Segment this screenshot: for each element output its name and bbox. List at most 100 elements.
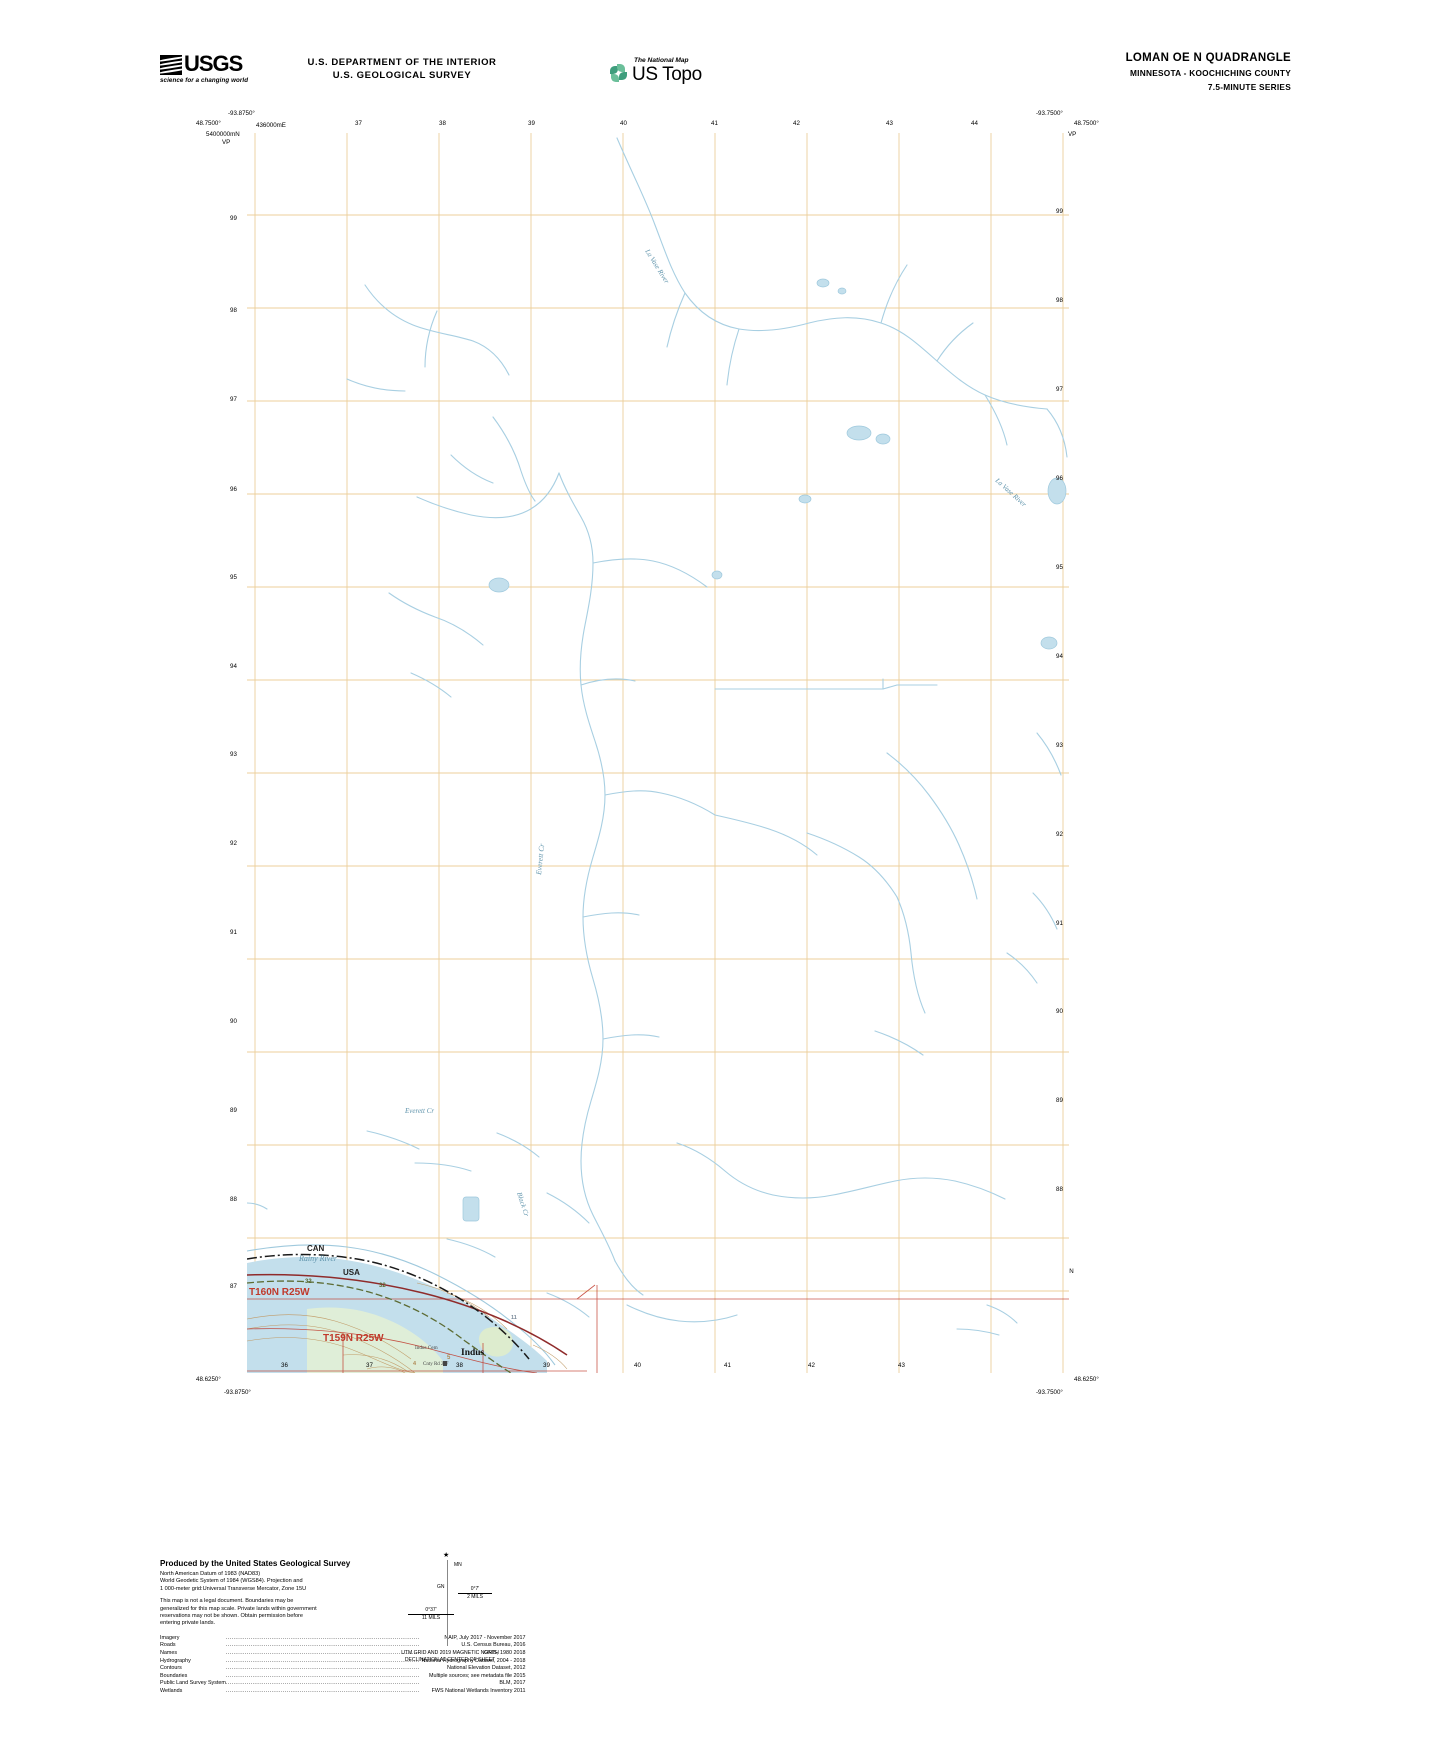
- right-tick: 97: [1056, 386, 1063, 393]
- svg-text:4: 4: [413, 1361, 417, 1367]
- left-tick: 98: [230, 307, 237, 314]
- credits-title: Produced by the United States Geological…: [160, 1559, 351, 1568]
- map-canvas[interactable]: La Vase River La Vase River Everett Cr E…: [247, 133, 1069, 1373]
- grid-north-label: GN: [437, 1584, 445, 1590]
- corner-label-nw-lon: -93.8750°: [228, 110, 255, 117]
- left-tick: 91: [230, 929, 237, 936]
- right-tick: 95: [1056, 564, 1063, 571]
- svg-text:T159N R25W: T159N R25W: [323, 1333, 384, 1344]
- source-leader: [226, 1688, 420, 1696]
- national-map-pinwheel-icon: [610, 64, 630, 84]
- corner-label-se-lon: -93.7500°: [1036, 1389, 1063, 1396]
- top-tick: 38: [439, 120, 446, 127]
- source-row: Hydrography National Hydrography Dataset,…: [160, 1658, 525, 1666]
- source-label: Names: [160, 1650, 178, 1657]
- source-value: U.S. Census Bureau, 2016: [461, 1642, 526, 1649]
- usgs-wordmark: USGS: [184, 51, 243, 76]
- corner-label-ne-lat: 48.7500°: [1074, 120, 1099, 127]
- utm-zone-ne: VP: [1068, 131, 1077, 138]
- bottom-tick: 43: [898, 1362, 905, 1369]
- north-needle-icon: [447, 1560, 448, 1646]
- left-tick: 90: [230, 1018, 237, 1025]
- source-label: Boundaries: [160, 1672, 188, 1679]
- sheet-footer: Produced by the United States Geological…: [0, 1400, 1445, 1746]
- svg-text:Cnty Rd 247: Cnty Rd 247: [423, 1362, 449, 1367]
- disclaimer-line-4: entering private lands.: [160, 1620, 216, 1627]
- source-value: GNIS, 1980 2018: [483, 1650, 526, 1657]
- source-credits-table: Imagery NAIP, July 2017 - November 2017 R…: [160, 1635, 525, 1696]
- datum-line-2: World Geodetic System of 1984 (WGS84). P…: [160, 1578, 303, 1585]
- top-tick: 42: [793, 120, 800, 127]
- svg-text:Indus Cem: Indus Cem: [415, 1345, 438, 1351]
- disclaimer-line-3: reservations may not be shown. Obtain pe…: [160, 1613, 304, 1620]
- utm-northing-nw: 5400000mN: [206, 131, 240, 138]
- top-tick: 40: [620, 120, 627, 127]
- svg-text:32: 32: [379, 1283, 386, 1289]
- department-heading: U.S. DEPARTMENT OF THE INTERIOR U.S. GEO…: [252, 56, 552, 82]
- right-tick: 98: [1056, 297, 1063, 304]
- source-value: BLM, 2017: [499, 1680, 526, 1687]
- top-tick: 44: [971, 120, 978, 127]
- source-label: Roads: [160, 1642, 176, 1649]
- right-tick: 94: [1056, 653, 1063, 660]
- corner-label-se-lat: 48.6250°: [1074, 1376, 1099, 1383]
- right-tick: 96: [1056, 475, 1063, 482]
- quadrangle-title-block: LOMAN OE N QUADRANGLE MINNESOTA - KOOCHI…: [1126, 52, 1291, 92]
- svg-text:Everett Cr: Everett Cr: [404, 1107, 434, 1115]
- left-tick: 92: [230, 840, 237, 847]
- source-value: National Elevation Dataset, 2012: [446, 1665, 526, 1672]
- left-tick: 99: [230, 215, 237, 222]
- top-tick: 43: [886, 120, 893, 127]
- source-value: National Hydrography Dataset, 2004 - 201…: [421, 1657, 526, 1664]
- source-leader: [226, 1673, 420, 1681]
- svg-text:T160N R25W: T160N R25W: [249, 1287, 310, 1298]
- source-value: NAIP, July 2017 - November 2017: [444, 1634, 526, 1641]
- magnetic-declination-angle: 0°7': [458, 1586, 492, 1594]
- right-tick: 90: [1056, 1008, 1063, 1015]
- bottom-tick: 41: [724, 1362, 731, 1369]
- magnetic-declination-mils: 2 MILS: [467, 1594, 483, 1600]
- source-label: Imagery: [160, 1634, 180, 1641]
- left-tick: 87: [230, 1283, 237, 1290]
- usgs-tagline: science for a changing world: [160, 77, 249, 84]
- disclaimer-line-1: This map is not a legal document. Bounda…: [160, 1598, 294, 1605]
- utm-easting-top-left: 436000mE: [256, 122, 286, 129]
- right-tick: 99: [1056, 208, 1063, 215]
- corner-label-nw-lat: 48.7500°: [196, 120, 221, 127]
- source-leader: [226, 1665, 420, 1673]
- source-leader: [226, 1642, 420, 1650]
- map-frame[interactable]: La Vase River La Vase River Everett Cr E…: [247, 133, 1069, 1373]
- map-graphic: La Vase River La Vase River Everett Cr E…: [247, 133, 1069, 1373]
- datum-line-3: 1 000-meter grid:Universal Transverse Me…: [160, 1585, 307, 1592]
- true-north-star-icon: ★: [443, 1552, 450, 1559]
- top-tick: 37: [355, 120, 362, 127]
- bottom-tick: 40: [634, 1362, 641, 1369]
- usgs-logo: USGS science for a changing world: [160, 51, 250, 89]
- source-value: Multiple sources; see metadata file 2015: [428, 1672, 526, 1679]
- place-labels: Indus Indus Cem Cnty Rd 247: [415, 1345, 485, 1367]
- svg-text:32: 32: [305, 1279, 312, 1285]
- svg-text:USA: USA: [343, 1268, 360, 1277]
- declination-caption-line-2: DECLINATION AT CENTER OF SHEET: [404, 1657, 496, 1663]
- left-tick: 88: [230, 1196, 237, 1203]
- source-row: Public Land Survey System BLM, 2017: [160, 1680, 525, 1688]
- disclaimer-block: This map is not a legal document. Bounda…: [160, 1598, 375, 1628]
- declination-caption-line-1: UTM GRID AND 2019 MAGNETIC NORTH: [401, 1650, 499, 1656]
- grid-declination-mils: 11 MILS: [421, 1615, 441, 1621]
- usgs-wave-mark-icon: [160, 55, 182, 75]
- bottom-tick: 42: [808, 1362, 815, 1369]
- utm-grid: [247, 133, 1069, 1373]
- township-labels: T160N R25W T159N R25W 32 32 5 4 11: [249, 1279, 517, 1367]
- left-tick: 95: [230, 574, 237, 581]
- source-row: Boundaries Multiple sources; see metadata…: [160, 1673, 525, 1681]
- state-county: MINNESOTA - KOOCHICHING COUNTY: [1130, 68, 1291, 78]
- waterbodies: [462, 278, 1067, 1222]
- corner-label-sw-lat: 48.6250°: [196, 1376, 221, 1383]
- department-line-2: U.S. GEOLOGICAL SURVEY: [332, 70, 472, 81]
- quadrangle-name: LOMAN OE N QUADRANGLE: [1125, 52, 1291, 64]
- source-label: Contours: [160, 1665, 182, 1672]
- top-tick: 41: [711, 120, 718, 127]
- source-leader: [226, 1680, 420, 1688]
- southwest-detail-area: [247, 1244, 1069, 1373]
- svg-text:5: 5: [447, 1355, 451, 1361]
